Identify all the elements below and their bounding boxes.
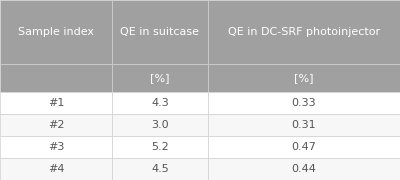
- Bar: [112, 114, 208, 136]
- Bar: [0, 0, 112, 64]
- Bar: [208, 114, 400, 136]
- Text: [%]: [%]: [150, 73, 170, 83]
- Text: 5.2: 5.2: [151, 142, 169, 152]
- Bar: [0, 92, 112, 114]
- Bar: [0, 64, 112, 92]
- Text: 4.5: 4.5: [151, 164, 169, 174]
- Text: 0.47: 0.47: [292, 142, 316, 152]
- Bar: [112, 158, 208, 180]
- Text: #2: #2: [48, 120, 64, 130]
- Text: QE in suitcase: QE in suitcase: [120, 27, 200, 37]
- Bar: [112, 136, 208, 158]
- Text: [%]: [%]: [294, 73, 314, 83]
- Bar: [208, 136, 400, 158]
- Text: #4: #4: [48, 164, 64, 174]
- Text: 3.0: 3.0: [151, 120, 169, 130]
- Bar: [208, 0, 400, 64]
- Text: QE in DC-SRF photoinjector: QE in DC-SRF photoinjector: [228, 27, 380, 37]
- Bar: [208, 158, 400, 180]
- Text: 0.33: 0.33: [292, 98, 316, 108]
- Text: 4.3: 4.3: [151, 98, 169, 108]
- Bar: [0, 158, 112, 180]
- Bar: [208, 92, 400, 114]
- Text: Sample index: Sample index: [18, 27, 94, 37]
- Bar: [112, 92, 208, 114]
- Bar: [112, 0, 208, 64]
- Text: 0.31: 0.31: [292, 120, 316, 130]
- Bar: [208, 64, 400, 92]
- Text: 0.44: 0.44: [292, 164, 316, 174]
- Bar: [0, 136, 112, 158]
- Bar: [112, 64, 208, 92]
- Text: #1: #1: [48, 98, 64, 108]
- Text: #3: #3: [48, 142, 64, 152]
- Bar: [0, 114, 112, 136]
